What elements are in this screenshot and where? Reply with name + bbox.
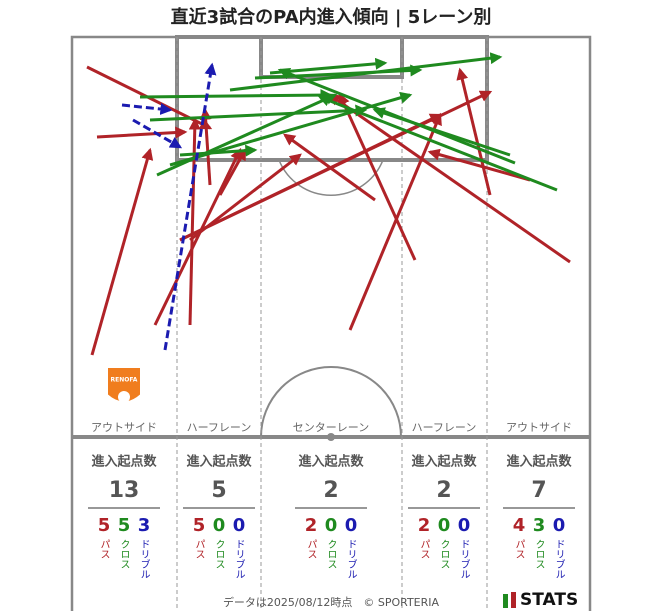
entry-arrow — [218, 147, 247, 196]
breakdown-value: 0 — [233, 515, 246, 536]
stat-label: 進入起点数 — [91, 454, 157, 470]
entry-arrow — [427, 148, 531, 182]
stat-total: 5 — [211, 478, 226, 503]
entry-arrow — [90, 147, 154, 356]
title: 直近3試合のPA内進入傾向 | 5レーン別 — [171, 6, 492, 28]
entry-arrow — [199, 107, 212, 186]
stat-label: 進入起点数 — [298, 454, 364, 470]
entry-arrow — [121, 103, 173, 115]
lane-name: ハーフレーン — [187, 421, 252, 434]
lane-stats: アウトサイド進入起点数135パス5クロス3ドリブルハーフレーン進入起点数55パス… — [88, 421, 575, 579]
stat-total: 2 — [323, 478, 338, 503]
breakdown-value: 0 — [213, 515, 226, 536]
entry-arrow — [179, 144, 258, 157]
breakdown-value: 0 — [345, 515, 358, 536]
breakdown-value: 5 — [98, 515, 111, 536]
breakdown-value: 4 — [513, 515, 526, 536]
breakdown-label: パス — [418, 539, 430, 559]
lane-name: センターレーン — [293, 421, 369, 434]
logo-mark — [511, 592, 516, 608]
breakdown-value: 2 — [305, 515, 318, 536]
breakdown-label: ドリブル — [233, 539, 245, 579]
entry-arrow — [338, 92, 417, 261]
breakdown-value: 5 — [118, 515, 131, 536]
entry-arrow — [283, 133, 376, 202]
breakdown-value: 0 — [553, 515, 566, 536]
logo-mark — [503, 594, 508, 608]
stat-label: 進入起点数 — [411, 454, 477, 470]
breakdown-label: クロス — [325, 539, 336, 569]
stat-label: 進入起点数 — [506, 454, 572, 470]
entry-arrow — [348, 112, 442, 331]
stat-total: 2 — [436, 478, 451, 503]
breakdown-label: ドリブル — [458, 539, 470, 579]
team-badge-text: RENOFA — [111, 377, 138, 384]
entry-arrow — [179, 90, 493, 242]
entry-arrow — [149, 104, 368, 122]
breakdown-label: クロス — [438, 539, 449, 569]
breakdown-value: 5 — [193, 515, 206, 536]
breakdown-label: パス — [513, 539, 525, 559]
stat-total: 13 — [109, 478, 140, 503]
breakdown-label: クロス — [213, 539, 224, 569]
entry-arrow — [317, 94, 558, 192]
entry-arrow — [132, 118, 183, 149]
entry-arrow — [96, 126, 188, 139]
lane-name: アウトサイド — [91, 421, 157, 434]
arrows — [86, 52, 571, 356]
entry-arrow — [328, 93, 571, 264]
footer: データは2025/08/12時点 © SPORTERIA — [223, 595, 440, 609]
breakdown-value: 0 — [325, 515, 338, 536]
breakdown-value: 3 — [138, 515, 151, 536]
entry-arrow — [153, 147, 242, 326]
entry-arrow — [254, 64, 423, 80]
entry-arrow — [372, 107, 511, 157]
pitch — [70, 35, 592, 611]
entry-arrow — [456, 67, 492, 196]
breakdown-value: 3 — [533, 515, 546, 536]
entry-arrow — [188, 117, 201, 326]
breakdown-value: 0 — [438, 515, 451, 536]
breakdown-label: クロス — [533, 539, 544, 569]
breakdown-label: ドリブル — [345, 539, 357, 579]
entry-arrow — [139, 89, 333, 102]
breakdown-label: ドリブル — [138, 539, 150, 579]
logo: STATS — [520, 590, 578, 610]
breakdown-label: パス — [305, 539, 317, 559]
breakdown-label: ドリブル — [553, 539, 565, 579]
lane-name: アウトサイド — [506, 421, 572, 434]
breakdown-value: 2 — [418, 515, 431, 536]
entry-arrow — [163, 62, 217, 351]
breakdown-label: パス — [193, 539, 205, 559]
lane-name: ハーフレーン — [412, 421, 477, 434]
team-badge: RENOFA — [106, 366, 142, 404]
stat-total: 7 — [531, 478, 546, 503]
breakdown-value: 0 — [458, 515, 471, 536]
stat-label: 進入起点数 — [186, 454, 252, 470]
breakdown-label: パス — [98, 539, 110, 559]
entry-arrow — [156, 93, 338, 177]
breakdown-label: クロス — [118, 539, 129, 569]
